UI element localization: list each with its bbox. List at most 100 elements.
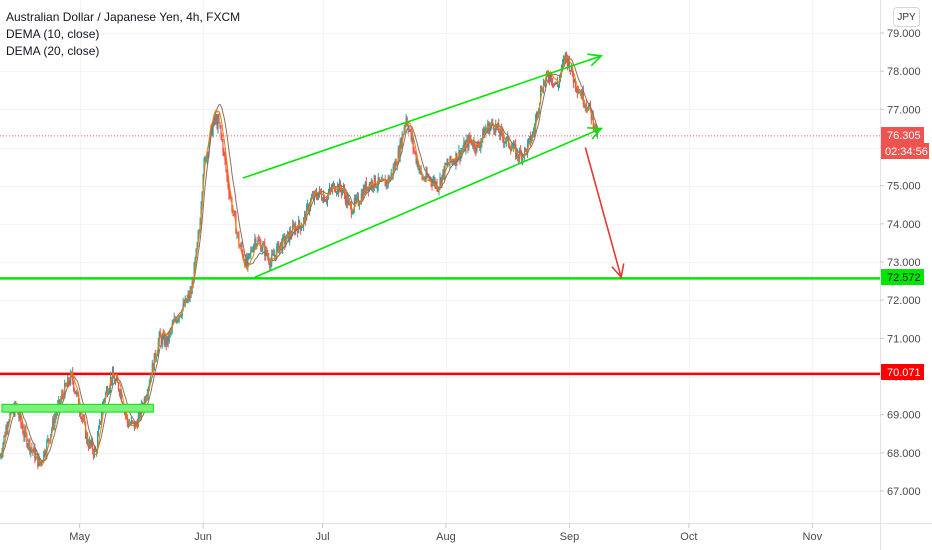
candle-body (82, 417, 84, 421)
horizontal-levels[interactable] (0, 277, 880, 376)
currency-button[interactable]: JPY (893, 7, 920, 27)
candle-body (264, 243, 266, 256)
candle-body (223, 152, 225, 154)
candle-body (159, 332, 161, 337)
candle-body (5, 427, 7, 437)
candle-body (134, 423, 136, 429)
candle-body (155, 356, 157, 360)
support-zone-box[interactable] (1, 403, 154, 413)
candle-body (466, 139, 468, 143)
indicator-dema-10[interactable]: DEMA (10, close) (6, 27, 100, 41)
forecast-arrow[interactable] (584, 147, 622, 278)
candle-body (214, 118, 216, 121)
candle-body (493, 125, 495, 131)
candle-body (23, 433, 25, 437)
candle-body (280, 242, 282, 246)
candle-body (40, 461, 42, 465)
candle-body (91, 440, 94, 451)
symbol-title[interactable]: Australian Dollar / Japanese Yen, 4h, FX… (6, 10, 241, 24)
candle-body (287, 231, 289, 235)
candle-body (249, 253, 251, 255)
candle-body (527, 142, 529, 154)
red-level-badge (881, 364, 924, 380)
candle-body (347, 200, 350, 205)
candle-body (4, 435, 6, 437)
candle-body (7, 423, 9, 430)
candle-body (166, 336, 168, 346)
candle-body (74, 389, 76, 392)
candle-body (364, 182, 366, 193)
candle-body (21, 423, 23, 428)
countdown-badge (881, 143, 929, 159)
candle-body (301, 227, 303, 231)
candle-body (119, 391, 122, 394)
candle-body (99, 420, 102, 423)
candle-body (571, 65, 573, 76)
candle-body (206, 152, 208, 162)
candle-body (360, 193, 362, 203)
candle-body (158, 332, 160, 342)
candle-body (242, 250, 244, 258)
candle-body (504, 141, 506, 143)
candle-body (229, 194, 231, 197)
candle-body (258, 239, 260, 242)
candle-body (227, 177, 229, 187)
price-axis[interactable]: 79.00078.00077.00076.00075.00074.00073.0… (880, 28, 921, 498)
candle-body (547, 74, 550, 80)
candle-body (291, 235, 293, 237)
candle-body (402, 133, 404, 135)
candle-body (177, 319, 179, 321)
candle-body (22, 427, 24, 434)
candle-body (176, 319, 178, 323)
candle-body (372, 187, 374, 189)
candle-body (73, 381, 75, 390)
candle-body (131, 420, 133, 422)
candle-body (222, 140, 224, 153)
indicator-dema-20[interactable]: DEMA (20, close) (6, 44, 100, 58)
candle-body (441, 174, 443, 185)
candle-body (475, 149, 477, 152)
y-tick-label: 69.000 (887, 410, 921, 422)
support-level-badge (881, 269, 924, 285)
candle-body (482, 129, 484, 139)
y-tick-label: 79.000 (887, 28, 921, 40)
candle-body (395, 161, 397, 167)
candle-body (335, 191, 338, 193)
candle-body (425, 171, 427, 180)
candle-body (160, 336, 162, 345)
candle-body (51, 428, 53, 435)
y-tick-label: 68.000 (887, 448, 921, 460)
candle-body (350, 205, 353, 215)
candle-body (49, 439, 51, 441)
candle-body (552, 83, 555, 86)
candle-body (165, 337, 167, 346)
candle-body (148, 383, 150, 388)
candle-body (413, 148, 415, 152)
candle-body (114, 380, 117, 384)
candle-body (551, 82, 554, 84)
candle-body (274, 254, 276, 257)
candle-body (473, 141, 475, 148)
time-axis[interactable]: May Jun Jul Aug Sep Oct Nov (69, 523, 823, 543)
candle-body (511, 148, 513, 151)
channel-lower-line[interactable] (254, 127, 602, 279)
channel-upper-line[interactable] (242, 55, 602, 179)
candle-body (295, 226, 297, 233)
candle-body (316, 197, 319, 200)
candle-body (581, 90, 583, 99)
candle-body (137, 414, 139, 427)
trend-drawings[interactable] (1, 53, 625, 413)
candle-body (228, 186, 230, 195)
candle-body (220, 126, 222, 135)
candle-body (463, 142, 465, 150)
forecast-arrow-head (611, 263, 625, 280)
candle-body (416, 161, 418, 163)
candle-body (439, 178, 441, 187)
candle-body (125, 414, 128, 416)
candle-body (321, 199, 324, 202)
candle-body (66, 385, 68, 387)
candle-body (468, 136, 470, 148)
y-tick-label: 73.000 (887, 257, 921, 269)
candle-body (190, 291, 192, 294)
